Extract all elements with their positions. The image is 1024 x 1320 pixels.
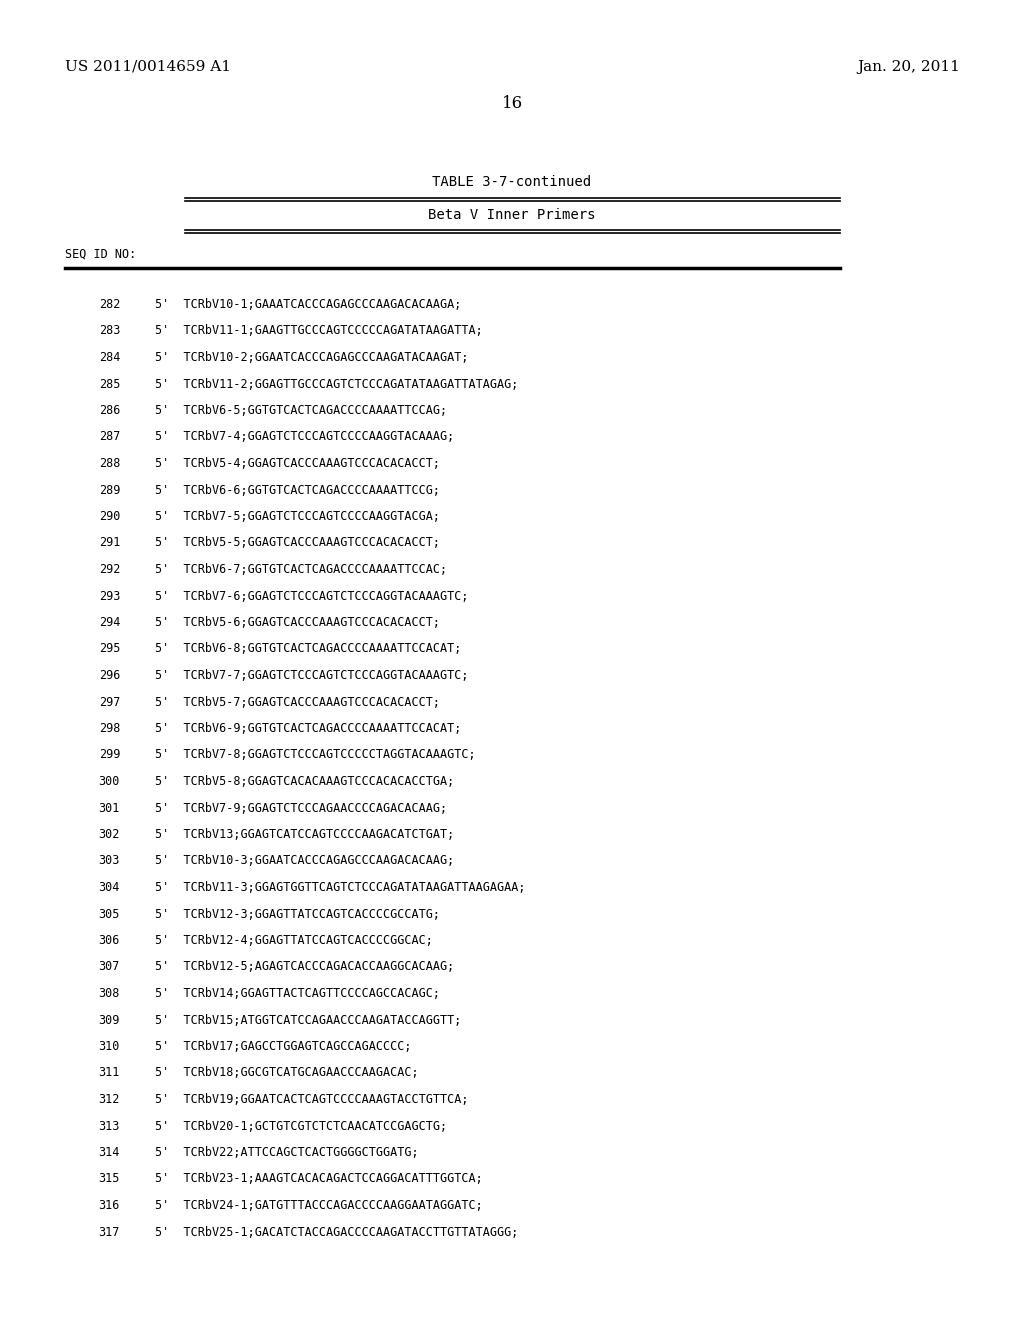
Text: 5'  TCRbV17;GAGCCTGGAGTCAGCCAGACCCC;: 5' TCRbV17;GAGCCTGGAGTCAGCCAGACCCC; [155,1040,412,1053]
Text: TABLE 3-7-continued: TABLE 3-7-continued [432,176,592,189]
Text: 5'  TCRbV7-8;GGAGTCTCCCAGTCCCCCTAGGTACAAAGTC;: 5' TCRbV7-8;GGAGTCTCCCAGTCCCCCTAGGTACAAA… [155,748,475,762]
Text: 5'  TCRbV15;ATGGTCATCCAGAACCCAAGATACCAGGTT;: 5' TCRbV15;ATGGTCATCCAGAACCCAAGATACCAGGT… [155,1014,462,1027]
Text: 298: 298 [98,722,120,735]
Text: 5'  TCRbV5-5;GGAGTCACCCAAAGTCCCACACACCT;: 5' TCRbV5-5;GGAGTCACCCAAAGTCCCACACACCT; [155,536,440,549]
Text: 283: 283 [98,325,120,338]
Text: 5'  TCRbV6-8;GGTGTCACTCAGACCCCAAAATTCCACAT;: 5' TCRbV6-8;GGTGTCACTCAGACCCCAAAATTCCACA… [155,643,462,656]
Text: 5'  TCRbV10-1;GAAATCACCCAGAGCCCAAGACACAAGA;: 5' TCRbV10-1;GAAATCACCCAGAGCCCAAGACACAAG… [155,298,462,312]
Text: 289: 289 [98,483,120,496]
Text: 288: 288 [98,457,120,470]
Text: 282: 282 [98,298,120,312]
Text: 5'  TCRbV18;GGCGTCATGCAGAACCCAAGACAC;: 5' TCRbV18;GGCGTCATGCAGAACCCAAGACAC; [155,1067,419,1080]
Text: 304: 304 [98,880,120,894]
Text: 5'  TCRbV23-1;AAAGTCACACAGACTCCAGGACATTTGGTCA;: 5' TCRbV23-1;AAAGTCACACAGACTCCAGGACATTTG… [155,1172,482,1185]
Text: 5'  TCRbV11-3;GGAGTGGTTCAGTCTCCCAGATATAAGATTAAGAGAA;: 5' TCRbV11-3;GGAGTGGTTCAGTCTCCCAGATATAAG… [155,880,525,894]
Text: 287: 287 [98,430,120,444]
Text: 5'  TCRbV6-6;GGTGTCACTCAGACCCCAAAATTCCG;: 5' TCRbV6-6;GGTGTCACTCAGACCCCAAAATTCCG; [155,483,440,496]
Text: 299: 299 [98,748,120,762]
Text: 5'  TCRbV10-3;GGAATCACCCAGAGCCCAAGACACAAG;: 5' TCRbV10-3;GGAATCACCCAGAGCCCAAGACACAAG… [155,854,455,867]
Text: 5'  TCRbV5-6;GGAGTCACCCAAAGTCCCACACACCT;: 5' TCRbV5-6;GGAGTCACCCAAAGTCCCACACACCT; [155,616,440,630]
Text: 5'  TCRbV6-5;GGTGTCACTCAGACCCCAAAATTCCAG;: 5' TCRbV6-5;GGTGTCACTCAGACCCCAAAATTCCAG; [155,404,447,417]
Text: 302: 302 [98,828,120,841]
Text: 292: 292 [98,564,120,576]
Text: 5'  TCRbV5-4;GGAGTCACCCAAAGTCCCACACACCT;: 5' TCRbV5-4;GGAGTCACCCAAAGTCCCACACACCT; [155,457,440,470]
Text: 5'  TCRbV5-7;GGAGTCACCCAAAGTCCCACACACCT;: 5' TCRbV5-7;GGAGTCACCCAAAGTCCCACACACCT; [155,696,440,709]
Text: 5'  TCRbV12-5;AGAGTCACCCAGACACCAAGGCACAAG;: 5' TCRbV12-5;AGAGTCACCCAGACACCAAGGCACAAG… [155,961,455,974]
Text: Jan. 20, 2011: Jan. 20, 2011 [857,59,961,74]
Text: 5'  TCRbV7-7;GGAGTCTCCCAGTCTCCCAGGTACAAAGTC;: 5' TCRbV7-7;GGAGTCTCCCAGTCTCCCAGGTACAAAG… [155,669,469,682]
Text: 5'  TCRbV12-4;GGAGTTATCCAGTCACCCCGGCAC;: 5' TCRbV12-4;GGAGTTATCCAGTCACCCCGGCAC; [155,935,433,946]
Text: 5'  TCRbV19;GGAATCACTCAGTCCCCAAAGTACCTGTTCA;: 5' TCRbV19;GGAATCACTCAGTCCCCAAAGTACCTGTT… [155,1093,469,1106]
Text: 295: 295 [98,643,120,656]
Text: 311: 311 [98,1067,120,1080]
Text: 5'  TCRbV11-2;GGAGTTGCCCAGTCTCCCAGATATAAGATTATAGAG;: 5' TCRbV11-2;GGAGTTGCCCAGTCTCCCAGATATAAG… [155,378,518,391]
Text: 310: 310 [98,1040,120,1053]
Text: 5'  TCRbV7-6;GGAGTCTCCCAGTCTCCCAGGTACAAAGTC;: 5' TCRbV7-6;GGAGTCTCCCAGTCTCCCAGGTACAAAG… [155,590,469,602]
Text: 5'  TCRbV22;ATTCCAGCTCACTGGGGCTGGATG;: 5' TCRbV22;ATTCCAGCTCACTGGGGCTGGATG; [155,1146,419,1159]
Text: 303: 303 [98,854,120,867]
Text: 307: 307 [98,961,120,974]
Text: 315: 315 [98,1172,120,1185]
Text: 309: 309 [98,1014,120,1027]
Text: 285: 285 [98,378,120,391]
Text: 300: 300 [98,775,120,788]
Text: 305: 305 [98,908,120,920]
Text: 301: 301 [98,801,120,814]
Text: 286: 286 [98,404,120,417]
Text: 5'  TCRbV7-4;GGAGTCTCCCAGTCCCCAAGGTACAAAG;: 5' TCRbV7-4;GGAGTCTCCCAGTCCCCAAGGTACAAAG… [155,430,455,444]
Text: 5'  TCRbV10-2;GGAATCACCCAGAGCCCAAGATACAAGAT;: 5' TCRbV10-2;GGAATCACCCAGAGCCCAAGATACAAG… [155,351,469,364]
Text: 5'  TCRbV6-9;GGTGTCACTCAGACCCCAAAATTCCACAT;: 5' TCRbV6-9;GGTGTCACTCAGACCCCAAAATTCCACA… [155,722,462,735]
Text: 5'  TCRbV5-8;GGAGTCACACAAAGTCCCACACACCTGA;: 5' TCRbV5-8;GGAGTCACACAAAGTCCCACACACCTGA… [155,775,455,788]
Text: 5'  TCRbV6-7;GGTGTCACTCAGACCCCAAAATTCCAC;: 5' TCRbV6-7;GGTGTCACTCAGACCCCAAAATTCCAC; [155,564,447,576]
Text: 317: 317 [98,1225,120,1238]
Text: 5'  TCRbV13;GGAGTCATCCAGTCCCCAAGACATCTGAT;: 5' TCRbV13;GGAGTCATCCAGTCCCCAAGACATCTGAT… [155,828,455,841]
Text: 5'  TCRbV7-9;GGAGTCTCCCAGAACCCCAGACACAAG;: 5' TCRbV7-9;GGAGTCTCCCAGAACCCCAGACACAAG; [155,801,447,814]
Text: 5'  TCRbV24-1;GATGTTTACCCAGACCCCAAGGAATAGGATC;: 5' TCRbV24-1;GATGTTTACCCAGACCCCAAGGAATAG… [155,1199,482,1212]
Text: 284: 284 [98,351,120,364]
Text: 290: 290 [98,510,120,523]
Text: 5'  TCRbV20-1;GCTGTCGTCTCTCAACATCCGAGCTG;: 5' TCRbV20-1;GCTGTCGTCTCTCAACATCCGAGCTG; [155,1119,447,1133]
Text: 5'  TCRbV11-1;GAAGTTGCCCAGTCCCCCAGATATAAGATTA;: 5' TCRbV11-1;GAAGTTGCCCAGTCCCCCAGATATAAG… [155,325,482,338]
Text: 291: 291 [98,536,120,549]
Text: 296: 296 [98,669,120,682]
Text: 308: 308 [98,987,120,1001]
Text: Beta V Inner Primers: Beta V Inner Primers [428,209,596,222]
Text: 16: 16 [502,95,522,112]
Text: 297: 297 [98,696,120,709]
Text: 294: 294 [98,616,120,630]
Text: 312: 312 [98,1093,120,1106]
Text: US 2011/0014659 A1: US 2011/0014659 A1 [65,59,231,74]
Text: 293: 293 [98,590,120,602]
Text: 5'  TCRbV25-1;GACATCTACCAGACCCCAAGATACCTTGTTATAGGG;: 5' TCRbV25-1;GACATCTACCAGACCCCAAGATACCTT… [155,1225,518,1238]
Text: SEQ ID NO:: SEQ ID NO: [65,248,136,261]
Text: 5'  TCRbV7-5;GGAGTCTCCCAGTCCCCAAGGTACGA;: 5' TCRbV7-5;GGAGTCTCCCAGTCCCCAAGGTACGA; [155,510,440,523]
Text: 316: 316 [98,1199,120,1212]
Text: 314: 314 [98,1146,120,1159]
Text: 306: 306 [98,935,120,946]
Text: 5'  TCRbV12-3;GGAGTTATCCAGTCACCCCGCCATG;: 5' TCRbV12-3;GGAGTTATCCAGTCACCCCGCCATG; [155,908,440,920]
Text: 313: 313 [98,1119,120,1133]
Text: 5'  TCRbV14;GGAGTTACTCAGTTCCCCAGCCACAGC;: 5' TCRbV14;GGAGTTACTCAGTTCCCCAGCCACAGC; [155,987,440,1001]
